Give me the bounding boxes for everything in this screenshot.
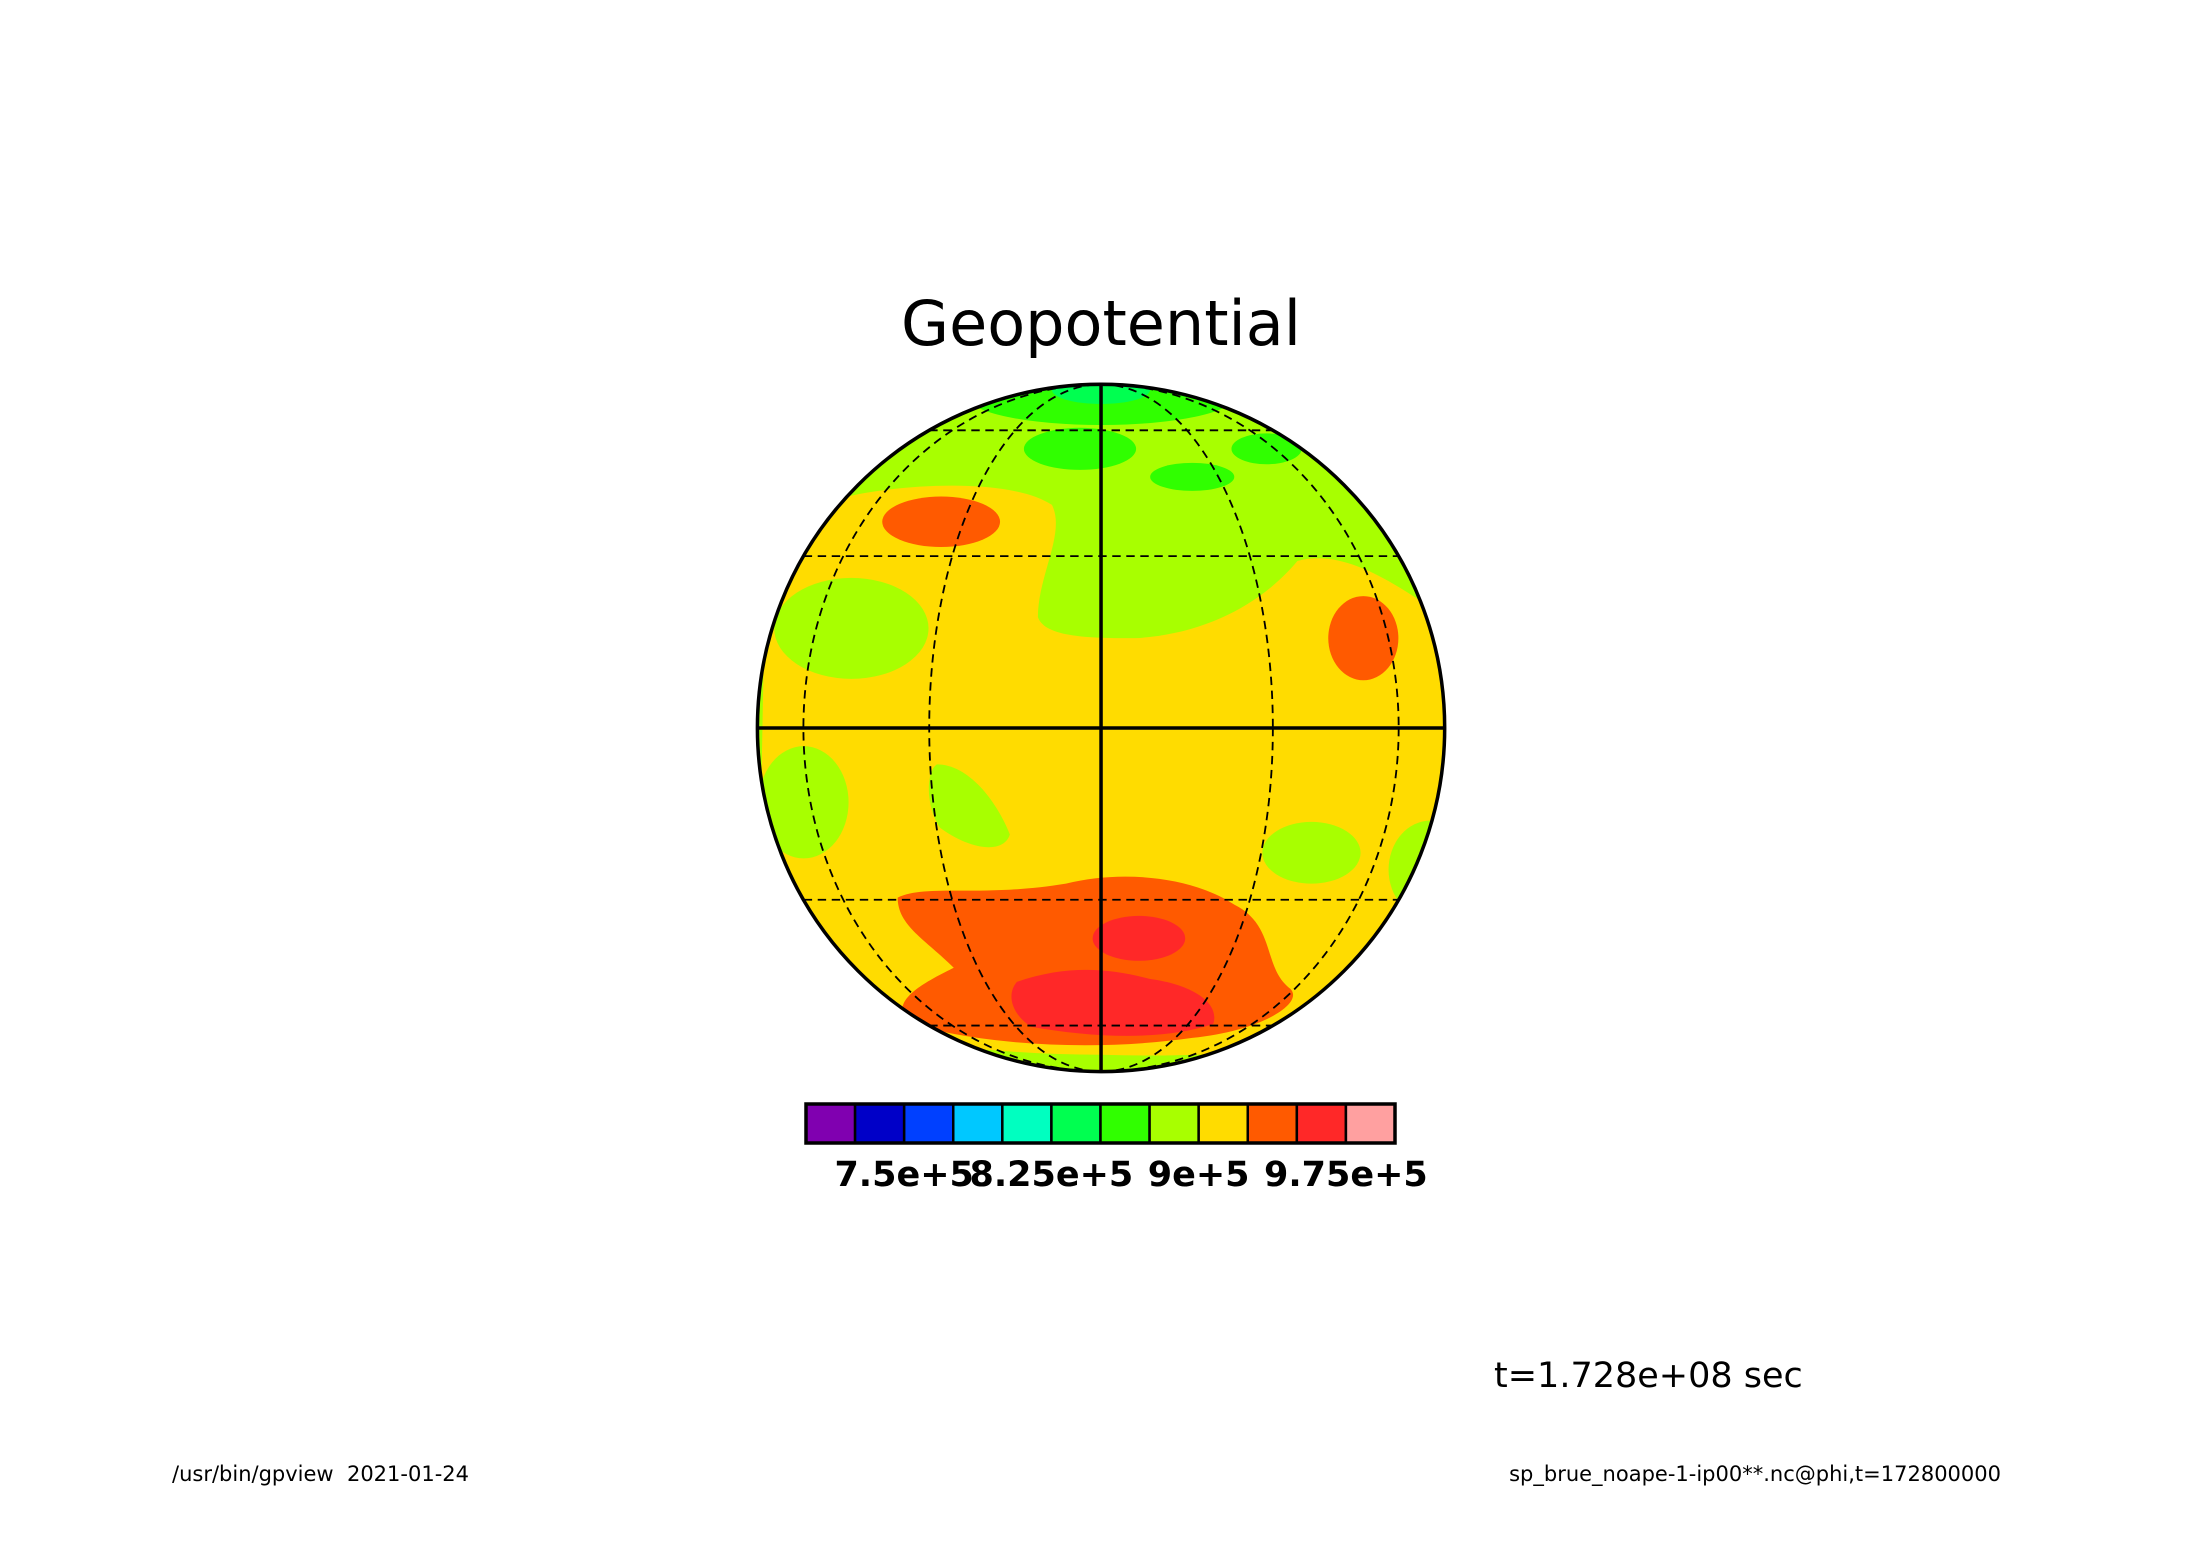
globe bbox=[755, 382, 1447, 1074]
contour-region bbox=[1231, 433, 1302, 465]
colorbar-box bbox=[1148, 1102, 1200, 1145]
colorbar-box bbox=[1197, 1102, 1249, 1145]
contour-region bbox=[1092, 915, 1186, 961]
colorbar-box bbox=[1344, 1102, 1397, 1145]
colorbar-tick-label: 8.25e+5 bbox=[970, 1155, 1134, 1195]
chart-title: Geopotential bbox=[901, 287, 1301, 360]
footer-right: sp_brue_noape-1-ip00**.nc@phi,t=17280000… bbox=[1509, 1462, 2001, 1487]
contour-region bbox=[1150, 462, 1235, 491]
colorbar-box bbox=[1099, 1102, 1151, 1145]
colorbar-box bbox=[952, 1102, 1004, 1145]
contour-region bbox=[1262, 821, 1361, 884]
colorbar-tick-label: 9.75e+5 bbox=[1264, 1155, 1428, 1195]
colorbar-box bbox=[902, 1102, 955, 1145]
colorbar-box bbox=[1246, 1102, 1299, 1145]
colorbar-box bbox=[1001, 1102, 1053, 1145]
contour-region bbox=[928, 764, 1010, 848]
contour-region bbox=[1388, 820, 1445, 919]
colorbar-tick-label: 9e+5 bbox=[1148, 1155, 1250, 1195]
contour-region bbox=[774, 577, 929, 679]
footer-left: /usr/bin/gpview 2021-01-24 bbox=[172, 1462, 469, 1486]
colorbar: 7.5e+58.25e+5 9e+5 9.75e+5 bbox=[804, 1102, 1428, 1195]
contour-region bbox=[758, 746, 849, 859]
colorbar-frame bbox=[804, 1102, 1397, 1145]
colorbar-box bbox=[1050, 1102, 1102, 1145]
globe-outline bbox=[755, 382, 1447, 1074]
colorbar-tick-label: 7.5e+5 bbox=[834, 1155, 973, 1195]
colorbar-box bbox=[1295, 1102, 1348, 1145]
time-label: t=1.728e+08 sec bbox=[1494, 1356, 1803, 1396]
contour-region bbox=[882, 496, 1001, 548]
contour-region bbox=[1328, 596, 1399, 681]
colorbar-box bbox=[804, 1102, 857, 1145]
contour-region bbox=[1023, 427, 1137, 470]
colorbar-box bbox=[853, 1102, 906, 1145]
contour-region bbox=[1011, 969, 1215, 1036]
